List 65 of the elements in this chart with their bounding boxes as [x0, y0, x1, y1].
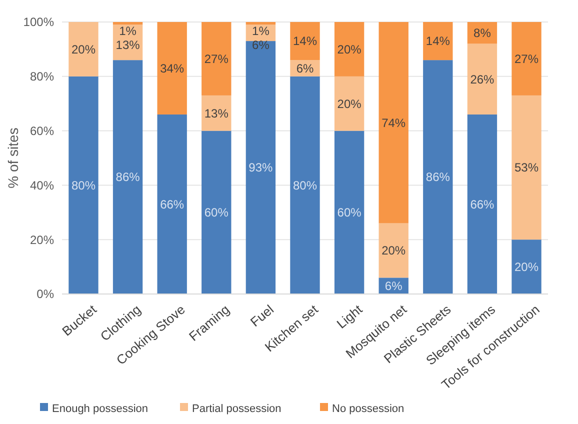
- legend-label: No possession: [332, 402, 404, 415]
- data-label: 60%: [337, 206, 362, 220]
- y-tick-label: 60%: [30, 124, 54, 138]
- bar: [112, 60, 143, 294]
- data-label: 26%: [470, 72, 495, 86]
- data-label: 14%: [292, 34, 318, 48]
- bar: [423, 22, 453, 60]
- bar: [290, 22, 320, 60]
- y-tick-label: 40%: [30, 178, 54, 192]
- data-label: 27%: [204, 52, 229, 66]
- bar: [423, 60, 453, 294]
- data-label: 20%: [71, 42, 96, 56]
- y-tick-label: 80%: [30, 70, 54, 84]
- data-label: 86%: [426, 170, 450, 184]
- bar: [246, 22, 276, 25]
- data-label: 20%: [337, 42, 362, 56]
- bar: [157, 114, 187, 294]
- data-label: 80%: [71, 178, 96, 192]
- bar: [467, 114, 498, 294]
- data-label: 20%: [382, 244, 406, 258]
- bar: [157, 22, 187, 114]
- data-label: 6%: [296, 61, 314, 76]
- bar: [202, 22, 232, 96]
- data-label: 86%: [116, 170, 140, 184]
- bar: [290, 76, 320, 294]
- data-label: 66%: [160, 197, 184, 212]
- data-label: 66%: [470, 197, 495, 212]
- y-tick-label: 0%: [36, 287, 54, 302]
- bar: [467, 44, 498, 114]
- bar: [202, 95, 232, 131]
- data-label: 93%: [248, 160, 274, 175]
- bar: [334, 130, 364, 294]
- bar: [68, 22, 98, 76]
- bar: [246, 41, 276, 294]
- bar: [334, 76, 364, 131]
- data-label: 6%: [252, 38, 270, 52]
- data-label: 13%: [204, 106, 229, 120]
- data-label: 27%: [514, 52, 539, 66]
- y-tick-label: 20%: [30, 232, 54, 247]
- data-label: 1%: [252, 24, 270, 38]
- legend-label: Enough possession: [52, 402, 148, 415]
- data-label: 20%: [514, 260, 539, 274]
- data-label: 1%: [119, 24, 137, 38]
- y-axis-title: % of sites: [5, 128, 21, 188]
- data-label: 14%: [426, 34, 450, 48]
- bar: [512, 22, 542, 96]
- bar: [68, 76, 98, 294]
- bar: [512, 95, 542, 240]
- data-label: 6%: [384, 279, 403, 294]
- data-label: 20%: [337, 96, 362, 111]
- data-label: 34%: [160, 61, 184, 76]
- bar: [378, 223, 408, 278]
- y-tick-label: 100%: [23, 15, 54, 30]
- legend-label: Partial possession: [192, 402, 282, 415]
- data-label: 53%: [514, 160, 539, 175]
- bar: [378, 22, 408, 224]
- data-label: 13%: [116, 38, 140, 52]
- bar: [512, 240, 542, 294]
- bar: [112, 22, 143, 25]
- data-label: 80%: [292, 178, 318, 192]
- data-label: 60%: [204, 206, 229, 220]
- bar: [334, 22, 364, 76]
- bar: [202, 130, 232, 294]
- data-label: 74%: [382, 116, 406, 130]
- data-label: 8%: [474, 26, 492, 40]
